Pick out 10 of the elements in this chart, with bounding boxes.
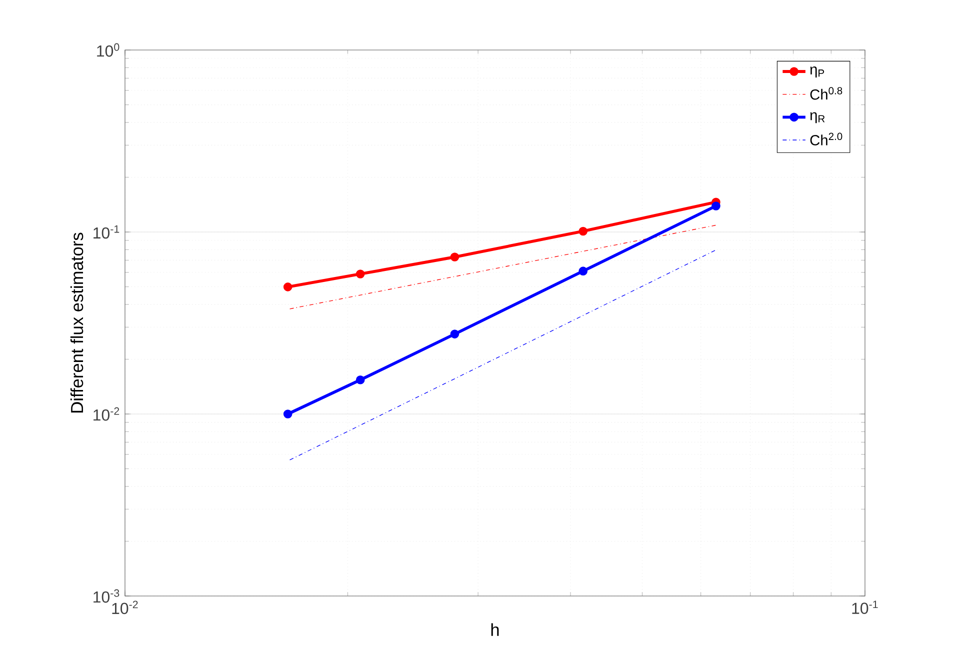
x-axis-title: h <box>491 623 499 636</box>
y-tick-label: 10$^{-2}$ <box>94 407 120 421</box>
legend-label: η$_{P}$ <box>810 66 824 78</box>
legend-label: Ch$^{2.0}$ <box>810 132 842 146</box>
legend-label: η$_{R}$ <box>810 112 825 124</box>
y-tick-label: 10$^{-1}$ <box>94 225 120 239</box>
y-axis-title: Different flux estimators <box>70 232 84 412</box>
y-tick-label: 10$^{0}$ <box>97 43 120 57</box>
y-tick-label: 10$^{-3}$ <box>94 589 120 603</box>
legend-label: Ch$^{0.8}$ <box>810 87 842 100</box>
